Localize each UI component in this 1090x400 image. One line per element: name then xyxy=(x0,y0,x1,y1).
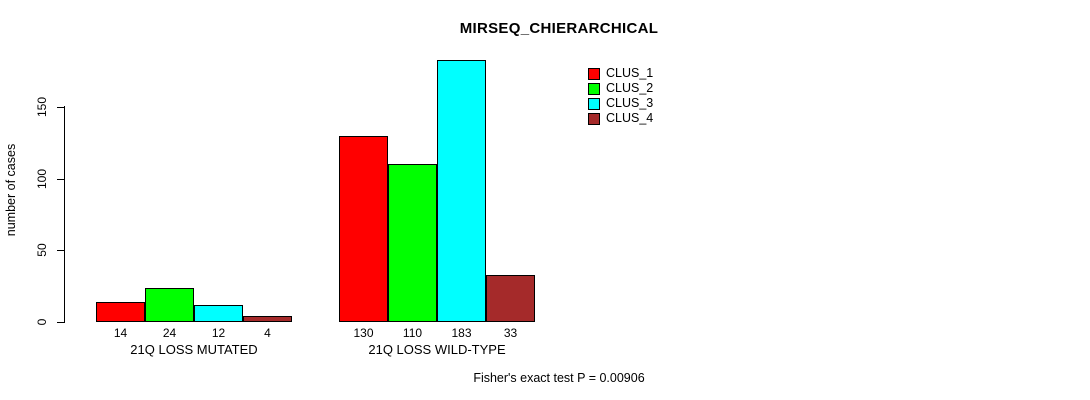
fisher-test-annotation: Fisher's exact test P = 0.00906 xyxy=(473,371,645,385)
y-axis-tick-label: 100 xyxy=(35,168,49,189)
bar-value-label: 24 xyxy=(162,326,177,340)
category-label: 21Q LOSS WILD-TYPE xyxy=(368,342,506,357)
legend-swatch xyxy=(588,112,600,125)
legend-label: CLUS_4 xyxy=(606,111,654,125)
bar-clus_4-group1 xyxy=(243,316,292,322)
bar-clus_1-group2 xyxy=(339,135,388,322)
y-axis-tick xyxy=(57,178,64,180)
y-axis-line xyxy=(64,106,65,323)
chart-title: MIRSEQ_CHIERARCHICAL xyxy=(459,20,659,37)
bar-value-label: 110 xyxy=(402,326,423,340)
bar-clus_2-group1 xyxy=(145,287,194,322)
bar-clus_3-group1 xyxy=(194,304,243,322)
bar-value-label: 130 xyxy=(353,326,374,340)
bar-value-label: 33 xyxy=(503,326,518,340)
legend: CLUS_1 CLUS_2 CLUS_3 CLUS_4 xyxy=(588,66,653,126)
legend-item: CLUS_2 xyxy=(588,81,653,96)
legend-item: CLUS_3 xyxy=(588,96,653,111)
legend-swatch xyxy=(588,97,600,110)
y-axis-tick-label: 50 xyxy=(35,243,49,258)
y-axis-tick xyxy=(57,250,64,252)
legend-item: CLUS_4 xyxy=(588,111,653,126)
bar-clus_2-group2 xyxy=(388,164,437,322)
legend-label: CLUS_3 xyxy=(606,96,654,110)
bar-clus_3-group2 xyxy=(437,59,486,322)
bar-value-label: 4 xyxy=(264,326,271,340)
y-axis-tick xyxy=(57,322,64,323)
bar-clus_1-group1 xyxy=(96,301,145,322)
y-axis-tick-label: 0 xyxy=(35,318,49,326)
bar-value-label: 183 xyxy=(451,326,472,340)
bar-value-label: 12 xyxy=(211,326,226,340)
category-label: 21Q LOSS MUTATED xyxy=(130,342,258,357)
bar-clus_4-group2 xyxy=(486,274,535,322)
legend-label: CLUS_1 xyxy=(606,66,654,80)
y-axis-tick xyxy=(57,107,64,108)
legend-item: CLUS_1 xyxy=(588,66,653,81)
legend-swatch xyxy=(588,82,600,95)
legend-label: CLUS_2 xyxy=(606,81,654,95)
legend-swatch xyxy=(588,67,600,80)
y-axis-title: number of cases xyxy=(4,143,18,237)
bar-value-label: 14 xyxy=(113,326,128,340)
y-axis-tick-label: 150 xyxy=(35,96,49,118)
